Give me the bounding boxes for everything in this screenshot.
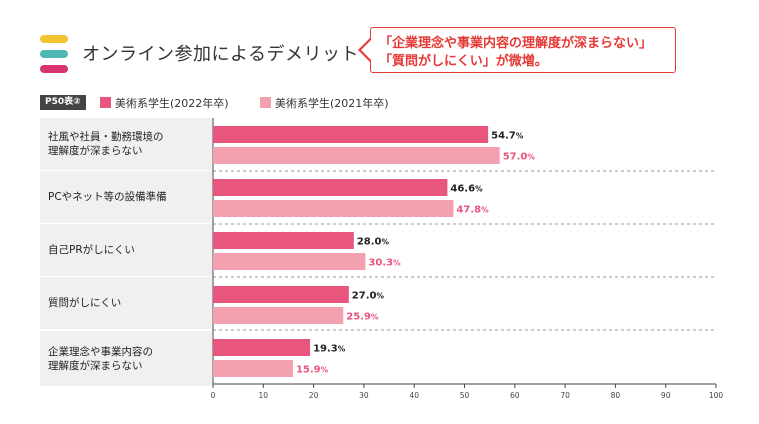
x-tick-label: 90 [661, 391, 671, 400]
bar-2021 [213, 307, 344, 324]
category-label-1: PCやネット等の設備準備 [48, 190, 167, 204]
x-tick-label: 20 [309, 391, 319, 400]
bar-2022 [213, 339, 311, 356]
bar-2022 [213, 126, 489, 143]
category-panel [40, 331, 212, 386]
bar-2021 [213, 253, 366, 270]
legend-swatch-2022 [100, 97, 111, 108]
category-label-line: 自己PRがしにくい [48, 244, 135, 256]
x-tick-label: 10 [259, 391, 269, 400]
bar-2022 [213, 232, 354, 249]
data-label: 46.6% [450, 184, 483, 195]
category-panel [40, 118, 212, 170]
x-tick-label: 70 [560, 391, 570, 400]
category-label-0: 社風や社員・勤務環境の 理解度が深まらない [48, 130, 164, 158]
category-label-3: 質問がしにくい [48, 296, 121, 310]
data-label: 19.3% [313, 344, 346, 355]
category-panel [40, 171, 212, 223]
category-label-line: 質問がしにくい [48, 297, 122, 309]
legend-label-2021: 美術系学生(2021年卒) [275, 97, 389, 110]
category-label-line: 企業理念や事業内容の [48, 346, 153, 358]
data-label: 27.0% [352, 291, 385, 302]
x-tick-label: 100 [709, 391, 724, 400]
data-label: 15.9% [296, 365, 329, 376]
bar-2021 [213, 360, 293, 377]
callout-line-1: 「企業理念や事業内容の理解度が深まらない」 [379, 36, 653, 51]
legend-label-2022: 美術系学生(2022年卒) [115, 97, 229, 110]
data-label: 57.0% [503, 152, 536, 163]
chart-tag: P50表② [40, 95, 86, 110]
legend-swatch-2021 [260, 97, 271, 108]
category-label-line: 理解度が深まらない [48, 145, 143, 157]
category-label-4: 企業理念や事業内容の 理解度が深まらない [48, 345, 153, 373]
callout-arrow-fill [361, 40, 371, 60]
callout-line-2: 「質問がしにくい」が微増。 [379, 54, 548, 69]
x-tick-label: 60 [510, 391, 520, 400]
x-tick-label: 0 [211, 391, 216, 400]
data-label: 54.7% [491, 131, 524, 142]
data-label: 30.3% [368, 258, 401, 269]
magenta-pill-decoration [40, 65, 68, 73]
callout-box [370, 27, 676, 73]
page-title: オンライン参加によるデメリット [82, 44, 359, 65]
category-label-line: 社風や社員・勤務環境の [48, 131, 164, 143]
x-tick-label: 40 [409, 391, 419, 400]
category-label-line: PCやネット等の設備準備 [48, 191, 167, 203]
bar-2022 [213, 179, 448, 196]
x-tick-label: 50 [460, 391, 470, 400]
category-label-2: 自己PRがしにくい [48, 243, 135, 257]
data-label: 28.0% [357, 237, 390, 248]
x-tick-label: 80 [611, 391, 621, 400]
category-label-line: 理解度が深まらない [48, 360, 143, 372]
bar-2021 [213, 200, 454, 217]
data-label: 25.9% [346, 312, 379, 323]
x-tick-label: 30 [359, 391, 369, 400]
teal-pill-decoration [40, 50, 68, 58]
bar-2021 [213, 147, 500, 164]
data-label: 47.8% [456, 205, 489, 216]
category-panel [40, 224, 212, 276]
category-panel [40, 277, 212, 329]
yellow-pill-decoration [40, 35, 68, 43]
bar-2022 [213, 286, 349, 303]
